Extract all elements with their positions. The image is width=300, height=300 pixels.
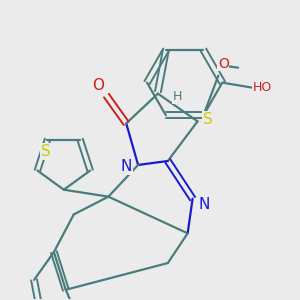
Text: HO: HO [252, 81, 272, 94]
Text: S: S [202, 112, 212, 127]
Text: N: N [121, 159, 132, 174]
Text: H: H [173, 90, 182, 103]
Text: N: N [199, 197, 210, 212]
Text: O: O [92, 78, 104, 93]
Text: S: S [40, 144, 50, 159]
Text: O: O [218, 57, 229, 71]
